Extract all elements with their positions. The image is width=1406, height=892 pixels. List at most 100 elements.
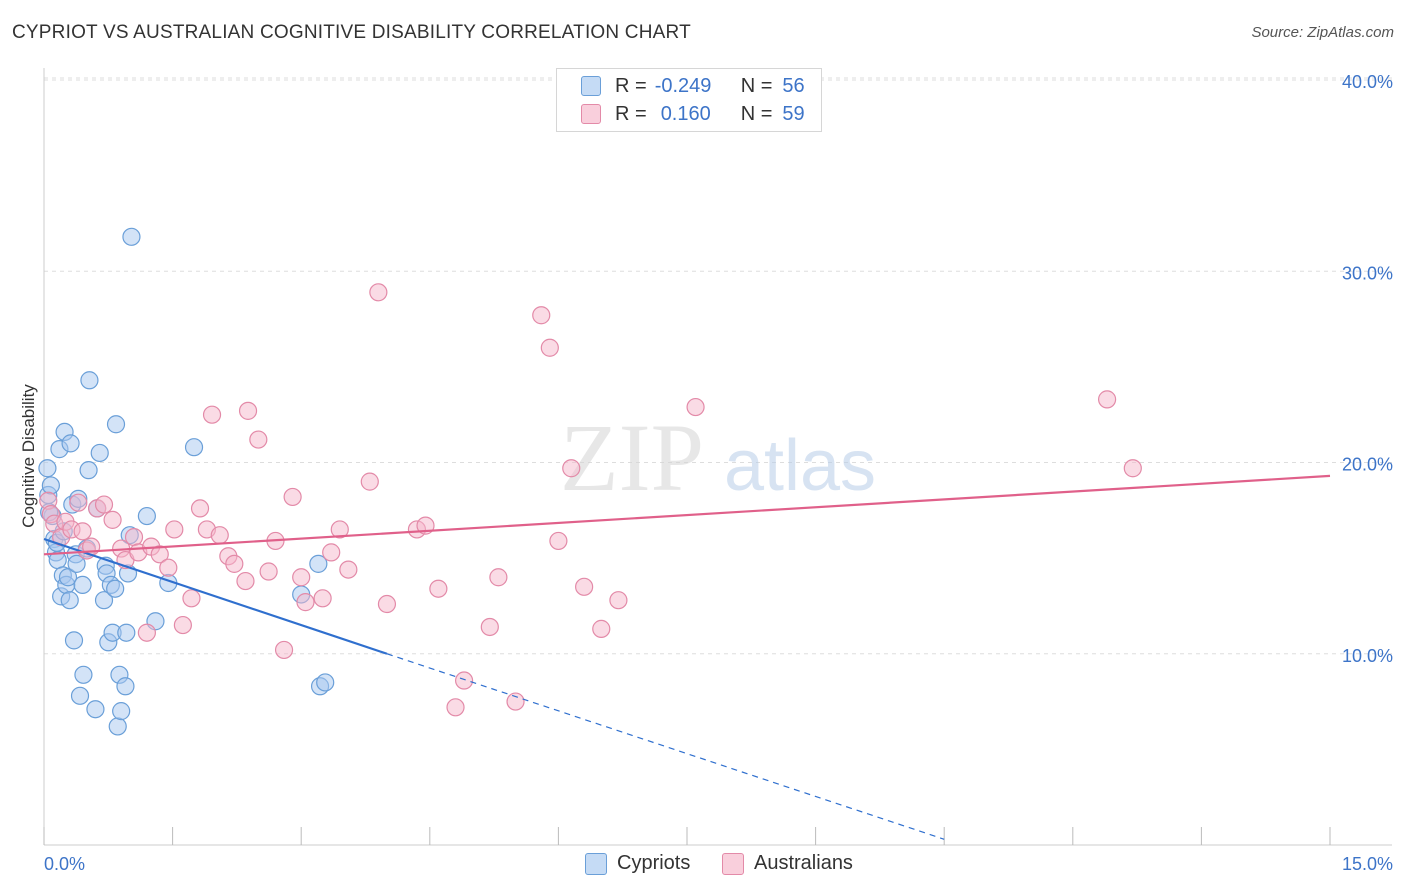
australian-point: [609, 591, 628, 610]
australian-point: [339, 560, 358, 579]
australian-point: [562, 459, 581, 478]
cypriot-point: [80, 371, 99, 390]
cypriot-point: [108, 717, 127, 736]
y-tick-label: 10.0%: [1342, 646, 1393, 666]
australian-point: [137, 623, 156, 642]
y-tick-label: 40.0%: [1342, 72, 1393, 92]
cypriot-point: [73, 575, 92, 595]
australian-point: [377, 594, 397, 614]
cypriot-point: [106, 579, 125, 598]
trend-lines: [43, 474, 1331, 840]
y-axis-label: Cognitive Disability: [19, 384, 38, 528]
australian-point: [575, 577, 594, 596]
watermark-zip: ZIP: [560, 404, 704, 511]
tick-labels: 10.0% 20.0% 30.0% 40.0% 0.0% 15.0%: [44, 72, 1393, 874]
r-value: -0.249: [654, 74, 712, 97]
australian-point: [173, 615, 192, 635]
x-tick-label-min: 0.0%: [44, 854, 85, 874]
cypriot-point: [112, 702, 131, 721]
australians-trend-line: [43, 474, 1331, 556]
cypriot-point: [67, 554, 86, 573]
cypriot-point: [86, 700, 105, 719]
australian-point: [259, 562, 278, 581]
australian-point: [283, 487, 302, 507]
axes: [43, 68, 1392, 846]
cypriot-point: [60, 591, 79, 610]
australian-point: [592, 619, 611, 638]
australian-point: [150, 545, 169, 564]
australian-point: [1123, 459, 1142, 478]
australian-point: [165, 520, 184, 539]
source-label: Source: ZipAtlas.com: [1251, 24, 1394, 41]
x-tick-label-max: 15.0%: [1342, 854, 1393, 874]
cypriot-point: [41, 476, 60, 495]
y-tick-label: 20.0%: [1342, 455, 1393, 475]
cypriots-legend-label: Cypriots: [617, 852, 691, 874]
australian-point: [103, 510, 122, 529]
cypriot-point: [122, 227, 141, 246]
cypriots-legend-swatch: [585, 852, 607, 875]
australian-point: [454, 671, 474, 690]
cypriots-swatch: [581, 76, 601, 96]
australian-point: [330, 520, 349, 539]
australian-point: [94, 495, 114, 514]
australian-point: [446, 698, 465, 717]
australian-point: [296, 593, 315, 612]
legend-row-cypriots: R = -0.249 N = 56: [581, 73, 805, 99]
australian-point: [73, 522, 92, 541]
australian-point: [549, 531, 568, 551]
cypriot-point: [117, 623, 136, 642]
australians-legend-label: Australians: [754, 852, 853, 874]
legend-item-cypriots: Cypriots: [585, 852, 690, 875]
australian-point: [124, 527, 144, 547]
n-label: N =: [740, 102, 773, 125]
australian-point: [190, 499, 210, 518]
australian-point: [506, 692, 525, 711]
australian-point: [202, 405, 222, 424]
chart-title: CYPRIOT VS AUSTRALIAN COGNITIVE DISABILI…: [12, 22, 691, 43]
cypriot-point: [61, 434, 80, 453]
cypriot-point: [58, 568, 78, 587]
cypriots-trend-extension: [386, 653, 945, 840]
australian-point: [313, 589, 332, 608]
n-label: N =: [740, 74, 773, 97]
cypriot-point: [70, 686, 90, 705]
australian-point: [429, 579, 448, 598]
australian-point: [182, 589, 201, 608]
australian-point: [274, 640, 294, 660]
cypriot-point: [90, 443, 109, 463]
n-value: 56: [782, 74, 805, 97]
cypriot-point: [64, 631, 84, 650]
australian-point: [236, 571, 255, 591]
cypriot-point: [116, 677, 135, 696]
cypriot-point: [316, 673, 335, 692]
cypriot-point: [74, 665, 93, 684]
cypriot-point: [309, 554, 328, 573]
correlation-legend: R = -0.249 N = 56 R = 0.160 N = 59: [556, 68, 822, 132]
cypriot-point: [79, 461, 98, 480]
r-label: R =: [615, 102, 647, 125]
australian-point: [1097, 390, 1117, 409]
n-value: 59: [782, 102, 805, 125]
y-tick-label: 30.0%: [1342, 263, 1393, 283]
cypriot-point: [94, 591, 114, 610]
cypriot-point: [38, 459, 57, 478]
australian-point: [369, 283, 388, 302]
watermark: ZIP atlas: [560, 404, 876, 511]
cypriot-point: [184, 438, 204, 457]
australian-point: [489, 568, 508, 587]
legend-item-australians: Australians: [722, 852, 853, 875]
australian-point: [360, 472, 379, 491]
watermark-atlas: atlas: [724, 426, 876, 506]
australian-point: [532, 306, 551, 325]
grid-lines: [44, 77, 1392, 655]
australian-point: [225, 554, 244, 573]
australian-point: [322, 543, 341, 562]
australian-point: [686, 397, 705, 417]
australian-point: [540, 338, 559, 357]
australian-point: [210, 526, 229, 545]
legend-row-australians: R = 0.160 N = 59: [581, 101, 805, 127]
r-label: R =: [615, 74, 647, 97]
cypriot-point: [106, 415, 126, 434]
